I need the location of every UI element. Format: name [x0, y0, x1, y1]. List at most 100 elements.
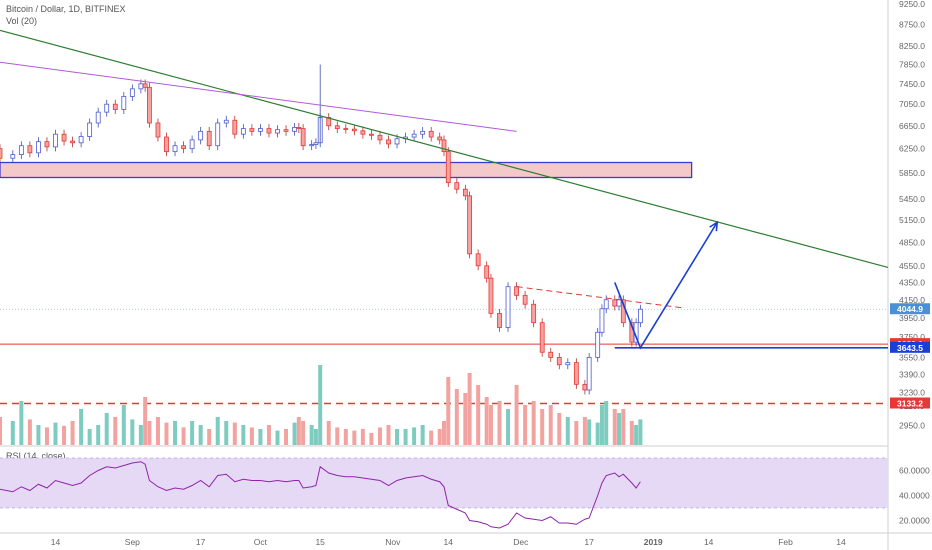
candle-body	[18, 145, 24, 156]
candle-body	[206, 130, 212, 147]
rsi-tick-label: 40.0000	[899, 491, 930, 501]
volume-bar	[454, 389, 459, 445]
y-tick-label: 4850.0	[899, 237, 925, 247]
x-tick-label: Feb	[778, 537, 793, 547]
volume-bar	[258, 429, 263, 445]
candle-body	[10, 154, 16, 159]
volume-bar	[565, 417, 570, 445]
y-tick-label: 8750.0	[899, 19, 925, 29]
volume-bar	[621, 409, 626, 445]
volume-bar	[476, 385, 481, 445]
x-tick-label: Nov	[385, 537, 401, 547]
volume-bar	[629, 421, 634, 445]
volume-bar	[224, 421, 229, 445]
x-tick-label: 17	[584, 537, 594, 547]
volume-bar	[241, 425, 246, 445]
y-tick-label: 4350.0	[899, 277, 925, 287]
candle-body	[266, 128, 272, 134]
rsi-label: RSI (14, close)	[6, 451, 66, 461]
x-tick-label: Oct	[254, 537, 268, 547]
candle-body	[599, 308, 605, 333]
candle-body	[95, 111, 101, 124]
volume-bar	[309, 425, 314, 445]
candle-body	[637, 308, 643, 324]
candle-body	[377, 134, 383, 141]
candle-body	[556, 357, 562, 366]
candle-body	[475, 253, 481, 267]
candle-body	[53, 133, 58, 148]
candle-body	[437, 136, 443, 141]
candle-body	[249, 128, 255, 132]
volume-bar	[446, 377, 451, 445]
volume-bar	[266, 425, 271, 445]
candle-body	[488, 277, 494, 314]
volume-bar	[275, 430, 280, 445]
volume-bar	[147, 421, 152, 445]
volume-bar	[420, 425, 425, 445]
volume-label: Vol (20)	[6, 16, 38, 26]
volume-bar	[96, 425, 101, 445]
volume-bar	[79, 409, 84, 445]
candle-body	[505, 286, 511, 328]
candle-body	[240, 128, 246, 135]
y-tick-label: 9250.0	[899, 0, 925, 9]
candle-body	[514, 286, 519, 296]
volume-bar	[181, 427, 186, 445]
candle-body	[87, 122, 93, 137]
volume-bar	[335, 427, 340, 445]
x-tick-label: 14	[51, 537, 61, 547]
candle-body	[467, 195, 473, 255]
x-tick-label: Dec	[513, 537, 529, 547]
price-label-box	[890, 303, 930, 315]
candle-body	[548, 351, 554, 358]
volume-bar	[574, 421, 579, 445]
candle-body	[441, 139, 447, 153]
volume-bar	[429, 430, 434, 445]
volume-bar	[604, 401, 609, 445]
y-tick-label: 7850.0	[899, 60, 925, 70]
candle-body	[582, 383, 588, 391]
candle-body	[428, 130, 434, 138]
volume-bar	[497, 401, 502, 445]
candle-body	[181, 145, 186, 150]
volume-bar	[386, 425, 391, 445]
volume-bar	[19, 401, 24, 445]
volume-bar	[395, 429, 400, 445]
volume-bar	[634, 425, 639, 445]
candle-body	[27, 145, 33, 154]
candle-body	[573, 362, 579, 385]
chart-header: Bitcoin / Dollar, 1D, BITFINEX Vol (20)	[6, 3, 126, 27]
volume-bar	[190, 421, 195, 445]
candle-body	[129, 88, 135, 97]
candle-body	[198, 130, 204, 141]
green-trendline	[0, 29, 889, 269]
volume-bar	[292, 422, 297, 445]
x-tick-label: Sep	[125, 537, 140, 547]
y-tick-label: 4150.0	[899, 295, 925, 305]
candle-body	[36, 141, 41, 154]
candle-body	[104, 103, 110, 113]
candle-body	[309, 144, 315, 147]
candle-body	[189, 139, 195, 150]
x-tick-label: 17	[196, 537, 206, 547]
volume-bar	[369, 433, 374, 445]
volume-bar	[638, 419, 643, 445]
resistance-zone	[0, 161, 693, 179]
y-tick-label: 3550.0	[899, 352, 925, 362]
volume-bar	[0, 417, 2, 445]
y-tick-label: 7450.0	[899, 79, 925, 89]
candle-body	[539, 322, 545, 353]
candle-body	[334, 125, 340, 129]
y-tick-label: 4550.0	[899, 261, 925, 271]
y-tick-label: 5150.0	[899, 215, 925, 225]
candle-body	[44, 141, 50, 148]
volume-bar	[488, 405, 493, 445]
x-tick-label: 2019	[644, 537, 663, 547]
volume-bar	[232, 422, 237, 445]
candle-body	[121, 96, 127, 110]
candle-body	[70, 140, 75, 144]
candle-body	[497, 312, 502, 328]
volume-bar	[467, 373, 472, 445]
candle-body	[78, 136, 84, 144]
